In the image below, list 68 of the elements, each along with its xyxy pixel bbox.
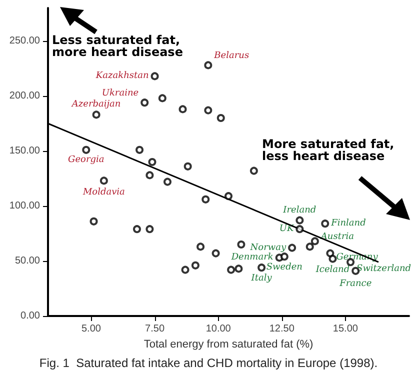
point bbox=[237, 240, 246, 248]
point bbox=[184, 162, 192, 170]
point bbox=[146, 225, 154, 234]
y-tick-label: 150.00 bbox=[9, 146, 40, 156]
point bbox=[204, 61, 212, 70]
point bbox=[150, 72, 159, 80]
point bbox=[280, 252, 288, 261]
annotation: Georgia bbox=[68, 154, 104, 165]
point bbox=[216, 114, 225, 122]
point bbox=[258, 264, 266, 272]
point bbox=[146, 171, 154, 180]
point bbox=[82, 146, 90, 154]
point bbox=[202, 195, 210, 204]
y-tick-label: 200.00 bbox=[9, 90, 40, 102]
x-axis-title: Total energy from saturated fat (%) bbox=[144, 338, 314, 350]
point bbox=[234, 264, 243, 273]
annotation: Ukraine bbox=[102, 88, 139, 99]
point bbox=[158, 94, 166, 102]
point bbox=[212, 249, 220, 258]
point bbox=[306, 242, 314, 251]
annotation: Moldavia bbox=[82, 188, 125, 198]
annotation: Kazakhstan bbox=[94, 71, 149, 82]
annotation: Finland bbox=[330, 218, 366, 229]
x-tick-label: 5.00 bbox=[81, 324, 102, 334]
annotation: Denmark bbox=[230, 252, 274, 263]
annotation: More saturated fat, less heart disease bbox=[262, 137, 394, 163]
annotation: Iceland bbox=[314, 264, 350, 275]
point bbox=[296, 216, 304, 224]
point bbox=[310, 237, 319, 246]
annotation: Belarus bbox=[213, 51, 250, 62]
annotation: Norway bbox=[249, 242, 287, 253]
point bbox=[136, 146, 144, 154]
x-tick-label: 15.00 bbox=[332, 324, 358, 334]
point bbox=[196, 242, 205, 251]
point bbox=[90, 217, 98, 226]
y-tick-label: 250.00 bbox=[9, 36, 40, 46]
annotation: Italy bbox=[250, 274, 273, 284]
point bbox=[163, 178, 172, 186]
point bbox=[227, 266, 236, 274]
point bbox=[100, 176, 108, 185]
point bbox=[288, 244, 296, 252]
y-tick-label: 50.00 bbox=[14, 256, 40, 266]
annotation: Azerbaijan bbox=[70, 100, 121, 110]
point bbox=[250, 166, 258, 175]
point bbox=[132, 225, 141, 234]
y-tick-label: 100.00 bbox=[9, 200, 40, 212]
annotation: France bbox=[338, 278, 372, 289]
point bbox=[191, 261, 200, 270]
point bbox=[204, 106, 212, 114]
point bbox=[328, 254, 337, 263]
point bbox=[224, 192, 232, 200]
annotation: Austria bbox=[320, 232, 354, 242]
point bbox=[181, 266, 190, 274]
point bbox=[148, 158, 156, 166]
x-tick-label: 7.50 bbox=[145, 324, 165, 334]
point bbox=[140, 98, 149, 107]
annotation: Less saturated fat, more heart disease bbox=[52, 33, 183, 59]
y-tick-label: 0.00 bbox=[20, 310, 40, 322]
annotation: Sweden bbox=[266, 262, 303, 273]
point bbox=[296, 225, 304, 234]
point bbox=[321, 220, 330, 228]
text: Fig. 1 Saturated fat intake and CHD mortality in Europe (1998). bbox=[39, 356, 378, 370]
point bbox=[326, 249, 334, 258]
x-tick-label: 10.00 bbox=[206, 324, 232, 334]
point bbox=[178, 105, 187, 114]
annotation: Ireland bbox=[282, 205, 316, 216]
point bbox=[92, 110, 100, 119]
x-tick-label: 12.50 bbox=[269, 324, 295, 334]
